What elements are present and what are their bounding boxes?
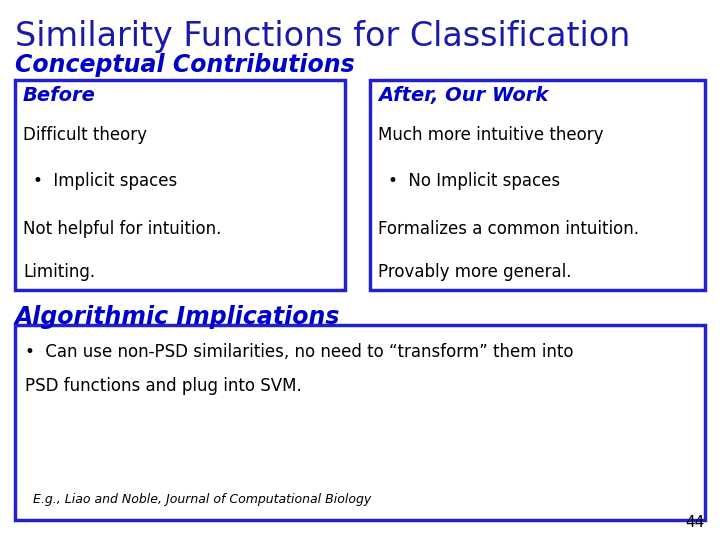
FancyBboxPatch shape <box>370 80 705 290</box>
Text: •  Can use non-PSD similarities, no need to “transform” them into: • Can use non-PSD similarities, no need … <box>25 343 574 361</box>
Text: E.g., Liao and Noble, Journal of Computational Biology: E.g., Liao and Noble, Journal of Computa… <box>33 493 372 506</box>
FancyBboxPatch shape <box>15 80 345 290</box>
Text: •  Implicit spaces: • Implicit spaces <box>33 172 177 190</box>
Text: 44: 44 <box>685 515 705 530</box>
Text: Before: Before <box>23 86 96 105</box>
Text: Conceptual Contributions: Conceptual Contributions <box>15 53 355 77</box>
Text: Much more intuitive theory: Much more intuitive theory <box>378 126 603 144</box>
Text: After, Our Work: After, Our Work <box>378 86 549 105</box>
Text: •  No Implicit spaces: • No Implicit spaces <box>388 172 560 190</box>
Text: Similarity Functions for Classification: Similarity Functions for Classification <box>15 20 631 53</box>
Text: Limiting.: Limiting. <box>23 263 95 281</box>
Text: Not helpful for intuition.: Not helpful for intuition. <box>23 220 221 238</box>
FancyBboxPatch shape <box>15 325 705 520</box>
Text: PSD functions and plug into SVM.: PSD functions and plug into SVM. <box>25 377 302 395</box>
Text: Formalizes a common intuition.: Formalizes a common intuition. <box>378 220 639 238</box>
Text: Algorithmic Implications: Algorithmic Implications <box>15 305 341 329</box>
Text: Provably more general.: Provably more general. <box>378 263 572 281</box>
Text: Difficult theory: Difficult theory <box>23 126 147 144</box>
